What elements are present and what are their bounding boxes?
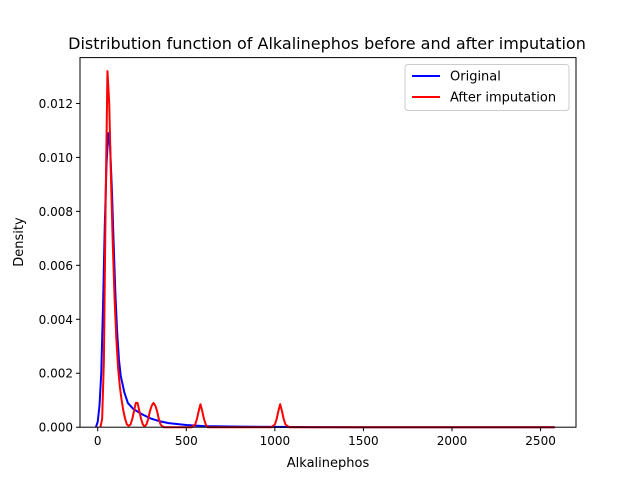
y-tick-label: 0.002 bbox=[39, 367, 73, 381]
legend-label-original: Original bbox=[450, 70, 501, 85]
x-tick-label: 1500 bbox=[348, 434, 379, 448]
y-axis-ticks: 0.000 0.002 0.004 0.006 0.008 0.010 0.012 bbox=[39, 97, 80, 435]
series-line-1 bbox=[99, 70, 555, 429]
plot-frame bbox=[79, 57, 577, 428]
chart-title: Distribution function of Alkalinephos be… bbox=[68, 34, 586, 53]
plot-lines bbox=[94, 70, 555, 429]
x-tick-label: 1000 bbox=[260, 434, 291, 448]
y-tick-label: 0.004 bbox=[39, 313, 73, 327]
x-tick-label: 500 bbox=[175, 434, 198, 448]
y-axis-label: Density bbox=[12, 217, 27, 267]
legend: Original After imputation bbox=[404, 64, 570, 111]
legend-box bbox=[404, 64, 570, 111]
x-tick-label: 2500 bbox=[525, 434, 556, 448]
series-line-0 bbox=[94, 132, 555, 429]
x-tick-label: 2000 bbox=[437, 434, 468, 448]
x-tick-label: 0 bbox=[94, 434, 102, 448]
y-tick-label: 0.008 bbox=[39, 205, 73, 219]
legend-label-after-imputation: After imputation bbox=[450, 91, 556, 106]
y-tick-label: 0.010 bbox=[39, 151, 73, 165]
y-tick-label: 0.006 bbox=[39, 259, 73, 273]
x-axis-ticks: 0 500 1000 1500 2000 2500 bbox=[94, 427, 556, 448]
y-tick-label: 0.012 bbox=[39, 97, 73, 111]
x-axis-label: Alkalinephos bbox=[287, 456, 370, 471]
y-tick-label: 0.000 bbox=[39, 421, 73, 435]
